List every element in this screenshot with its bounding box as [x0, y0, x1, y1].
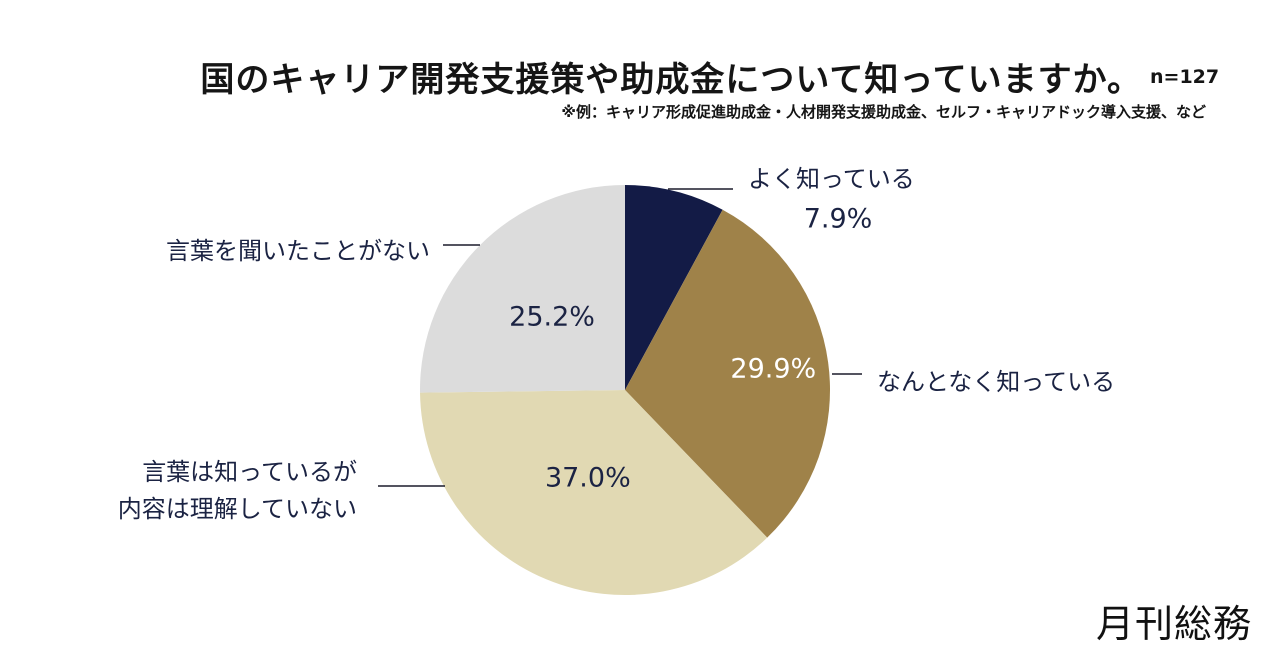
chart-title: 国のキャリア開発支援策や助成金について知っていますか。 — [200, 60, 1142, 100]
pie-slice-4 — [419, 185, 625, 393]
category-label-3-line-2: 内容は理解していない — [118, 495, 357, 523]
slice-value-label-3: 37.0% — [545, 462, 631, 493]
category-label-1: よく知っている — [748, 165, 915, 193]
sample-size: n=127 — [1150, 66, 1220, 88]
leader-lines — [378, 188, 862, 487]
slice-value-label-1: 7.9% — [804, 204, 873, 235]
category-label-4: 言葉を聞いたことがない — [166, 237, 430, 265]
slice-value-label-4: 25.2% — [509, 301, 595, 332]
example-note: ※例：キャリア形成促進助成金・人材開発支援助成金、セルフ・キャリアドック導入支援… — [561, 103, 1206, 121]
pie-slices — [419, 185, 830, 595]
pie-slice-3 — [420, 390, 768, 595]
value-labels: 7.9% 29.9% 37.0% 25.2% — [509, 204, 872, 494]
brand-logo: 月刊総務 — [1095, 602, 1252, 646]
pie-slice-1 — [625, 185, 723, 390]
pie-slice-2 — [625, 209, 830, 538]
category-label-2: なんとなく知っている — [877, 368, 1115, 396]
category-label-3-line-1: 言葉は知っているが — [142, 458, 357, 486]
slice-value-label-2: 29.9% — [730, 353, 816, 384]
